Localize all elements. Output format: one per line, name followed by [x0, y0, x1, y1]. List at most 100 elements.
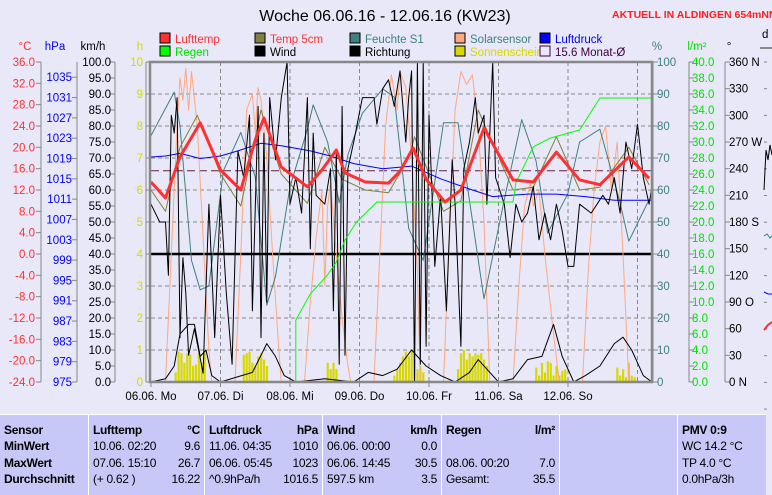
sunshine-bar	[483, 359, 486, 382]
cell-label: 07.06. 15:10	[93, 455, 157, 470]
side-panel: d	[760, 29, 772, 410]
sunshine-bar	[480, 353, 483, 382]
legend-label: Feuchte S1	[365, 34, 424, 46]
sunshine-bar	[416, 369, 419, 382]
sunshine-bar	[564, 369, 567, 382]
sun-tick-label: 1	[137, 345, 143, 357]
direction-tick-label: 270 W	[729, 137, 762, 149]
pressure-tick-label: 1019	[46, 154, 72, 166]
temp-tick-label: -12.0	[9, 313, 35, 325]
sunshine-bar	[194, 364, 198, 382]
rain-tick-label: 12.0	[692, 281, 714, 293]
legend-swatch	[349, 45, 361, 57]
sun-unit-label: h	[137, 41, 143, 53]
legend-label: Sonnenschein	[470, 47, 543, 59]
wind-tick-label: 30.0	[89, 281, 111, 293]
sun-tick-label: 8	[137, 121, 143, 133]
legend-label: Luftdruck	[555, 34, 603, 46]
temp-tick-label: 8.0	[19, 206, 35, 218]
rain-tick-label: 30.0	[692, 137, 714, 149]
sun-tick-label: 4	[137, 249, 144, 261]
legend-swatch	[454, 45, 466, 57]
temp-tick-label: 28.0	[13, 100, 35, 112]
wind-tick-label: 5.0	[95, 361, 111, 373]
chart-title: Woche 06.06.16 - 12.06.16 (KW23)	[259, 8, 510, 25]
sunshine-bar	[401, 356, 405, 382]
rain-tick-label: 10.0	[692, 297, 714, 309]
plot-area: 06.06. Mo 07.06. Di 08.06. Mi 09.06. Do 10.0…	[125, 60, 654, 403]
table-row: 11.06. 04:35 1010	[209, 438, 318, 454]
direction-tick-label: 120	[729, 270, 748, 282]
sunshine-bar	[191, 366, 195, 382]
pressure-tick-label: 983	[53, 336, 72, 348]
table-row	[564, 438, 673, 454]
table-row: PMV 0:9	[682, 422, 762, 438]
x-tick-label: 07.06. Di	[197, 391, 243, 403]
sunshine-bar	[177, 351, 180, 382]
rain-tick-label: 16.0	[692, 249, 714, 261]
sunshine-bar	[186, 353, 189, 382]
table-row: WC 14.2 °C	[682, 438, 762, 454]
series-lufttemp	[149, 116, 651, 204]
rain-tick-label: 14.0	[692, 265, 714, 277]
sunshine-bar	[471, 356, 474, 382]
humidity-tick-label: 40	[657, 249, 670, 261]
x-tick-label: 11.06. Sa	[474, 391, 523, 403]
cell-label: 10.06. 02:20	[93, 439, 157, 453]
sunshine-bar	[203, 351, 206, 382]
pressure-tick-label: 991	[53, 296, 72, 308]
table-column-luftdruck: Luftdruck hPa 11.06. 04:35 1010 06.06. 05:45…	[204, 415, 322, 495]
legend-swatch	[349, 32, 361, 44]
table-row	[564, 455, 673, 471]
sunshine-bar	[180, 353, 183, 382]
table-row: ^0.9hPa/h 1016.5	[209, 471, 318, 487]
humidity-tick-label: 20	[657, 313, 670, 325]
legend-swatch	[254, 45, 266, 57]
table-row: 0.0hPa/3h	[682, 471, 762, 487]
sunshine-bar	[555, 366, 558, 382]
humidity-tick-label: 80	[657, 121, 670, 133]
sun-tick-label: 3	[137, 281, 143, 293]
legend-swatch	[539, 45, 551, 57]
sunshine-bar	[335, 369, 338, 382]
cell-value: 9.6	[184, 439, 200, 453]
cell-label: 597.5 km	[327, 472, 374, 486]
rain-tick-label: 0.0	[692, 377, 708, 389]
table-row	[564, 422, 673, 438]
sunshine-bar	[242, 354, 245, 382]
cell-label: 06.06. 05:45	[209, 455, 273, 470]
cell-label: MaxWert	[4, 455, 52, 470]
cell-value: 3.5	[421, 472, 437, 486]
table-row: Sensor	[4, 422, 84, 438]
sunshine-bar	[627, 362, 631, 382]
wind-tick-label: 95.0	[89, 73, 111, 85]
rain-unit-label: l/m²	[687, 41, 706, 53]
table-column-pmv-0-9: PMV 0:9 WC 14.2 °C TP 4.0 °C 0.0hPa/3h	[677, 415, 766, 495]
direction-tick-label: 90 O	[729, 297, 754, 309]
sun-tick-label: 0	[137, 377, 143, 389]
sunshine-bar	[474, 353, 477, 382]
plot-frame	[148, 60, 654, 384]
table-row: Luftdruck hPa	[209, 422, 318, 438]
wind-tick-label: 45.0	[89, 233, 111, 245]
pressure-tick-label: 1011	[47, 194, 72, 206]
rain-tick-label: 34.0	[692, 105, 714, 117]
table-row: Lufttemp °C	[93, 422, 200, 438]
sun-tick-label: 5	[137, 217, 143, 229]
cell-label: Sensor	[4, 423, 43, 437]
table-column-regen: Regen l/m² 08.06. 00:20 7.0 Gesamt: 35.5	[441, 415, 559, 495]
wind-tick-label: 65.0	[89, 169, 111, 181]
wind-tick-label: 20.0	[89, 313, 111, 325]
sunshine-bar	[459, 353, 463, 382]
side-panel-title: d	[762, 29, 768, 41]
sun-tick-label: 9	[137, 89, 143, 101]
sun-tick-label: 10	[130, 57, 143, 69]
cell-label: 08.06. 00:20	[446, 455, 510, 470]
series-luftdruck	[150, 142, 652, 201]
series-wind	[150, 323, 653, 383]
x-tick-label: 12.06. So	[543, 391, 592, 403]
cell-label: PMV 0:9	[682, 423, 727, 437]
legend-label: Lufttemp	[175, 34, 220, 46]
temp-tick-label: -4.0	[15, 270, 35, 282]
sunshine-bar	[468, 353, 471, 382]
